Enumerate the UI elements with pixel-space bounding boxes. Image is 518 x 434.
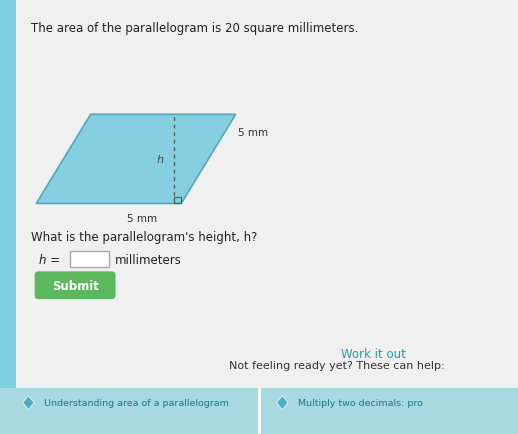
Text: Work it out: Work it out	[340, 347, 406, 360]
Text: What is the parallelogram's height, h?: What is the parallelogram's height, h?	[31, 230, 257, 243]
Text: Submit: Submit	[52, 279, 98, 292]
Text: 5 mm: 5 mm	[127, 214, 157, 224]
Polygon shape	[277, 396, 288, 410]
FancyBboxPatch shape	[70, 251, 109, 268]
Text: The area of the parallelogram is 20 square millimeters.: The area of the parallelogram is 20 squa…	[31, 22, 358, 35]
Text: Not feeling ready yet? These can help:: Not feeling ready yet? These can help:	[229, 361, 444, 370]
Polygon shape	[36, 115, 236, 204]
Text: Understanding area of a parallelogram: Understanding area of a parallelogram	[44, 398, 229, 407]
Bar	[0, 388, 258, 434]
Text: Multiply two decimals: pro: Multiply two decimals: pro	[298, 398, 423, 407]
Bar	[0, 0, 16, 434]
Text: h: h	[156, 155, 163, 164]
FancyBboxPatch shape	[35, 272, 116, 299]
Polygon shape	[23, 396, 34, 410]
Text: millimeters: millimeters	[115, 254, 182, 267]
Bar	[260, 388, 518, 434]
Text: 5 mm: 5 mm	[238, 128, 268, 137]
Text: h =: h =	[39, 254, 60, 267]
